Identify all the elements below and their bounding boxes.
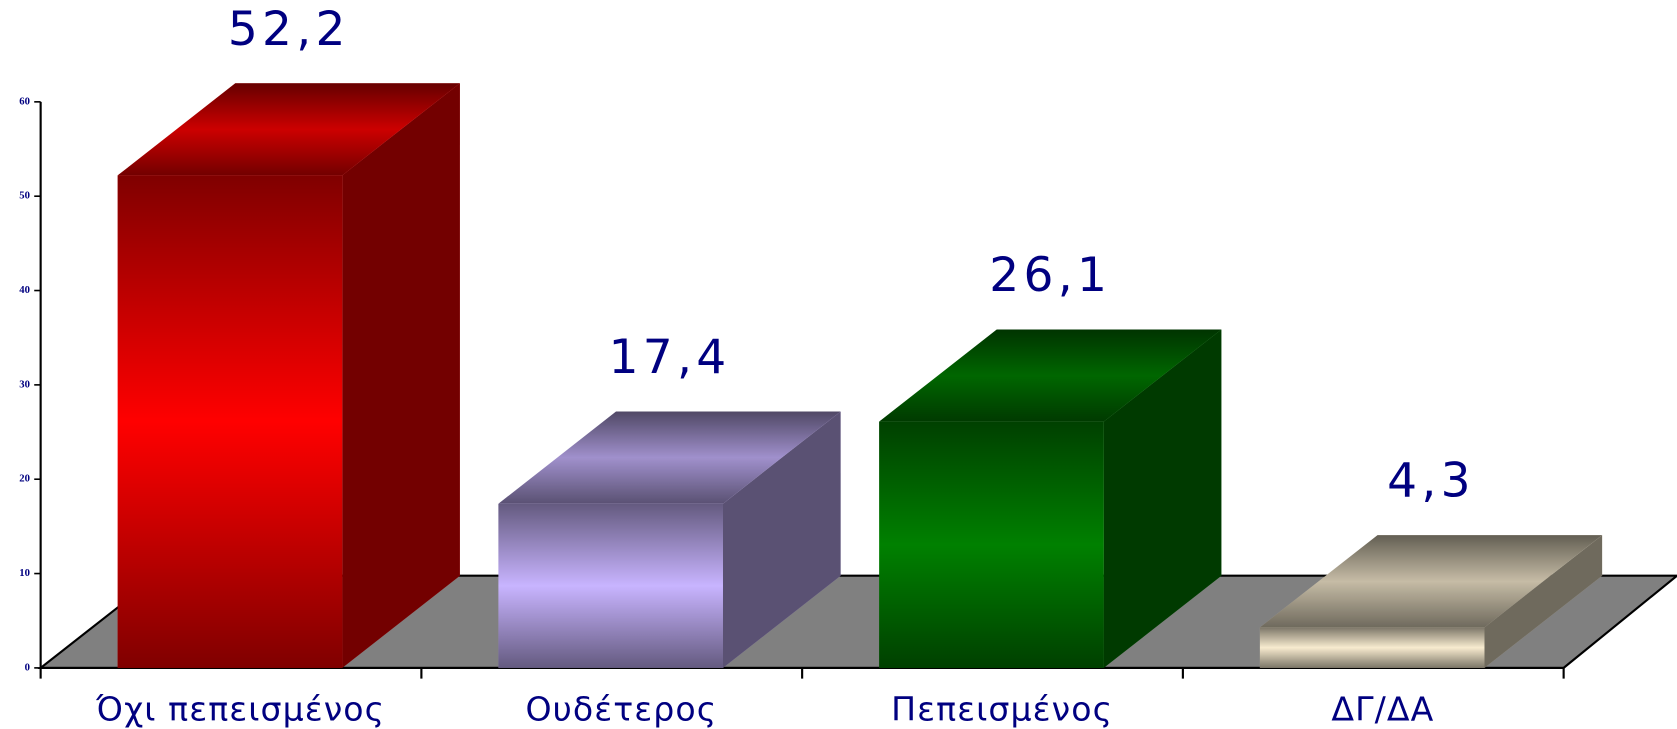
bar-side-shade: [1484, 535, 1603, 668]
bar-side-shade: [342, 83, 460, 668]
y-tick-label: 20: [19, 473, 30, 485]
x-tick-label: Πεπεισμένος: [891, 689, 1113, 728]
y-tick-label: 0: [25, 661, 30, 673]
bar-side-shade: [722, 411, 841, 668]
bar-top-shade: [879, 329, 1222, 422]
x-tick-label: ΔΓ/ΔΑ: [1331, 689, 1434, 728]
x-tick-label: Ουδέτερος: [526, 689, 718, 728]
value-label: 52,2: [228, 2, 350, 57]
bar-top-shade: [498, 411, 841, 504]
y-tick-label: 30: [19, 378, 30, 390]
y-tick-label: 50: [19, 190, 30, 202]
bar-top-shade: [117, 83, 460, 176]
value-label: 17,4: [609, 330, 731, 385]
bar-shade: [879, 421, 1104, 668]
y-tick-label: 40: [19, 284, 30, 296]
y-tick-label: 60: [19, 95, 30, 107]
value-label: 26,1: [989, 248, 1111, 303]
bar-shade: [498, 503, 723, 668]
x-tick-label: Όχι πεπεισμένος: [95, 689, 385, 728]
y-tick-label: 10: [19, 567, 30, 579]
value-label: 4,3: [1387, 454, 1475, 509]
bar-side-shade: [1103, 329, 1222, 668]
bar-top-shade: [1259, 535, 1603, 628]
bar-shade: [1259, 627, 1485, 668]
bar-shade: [117, 175, 343, 668]
